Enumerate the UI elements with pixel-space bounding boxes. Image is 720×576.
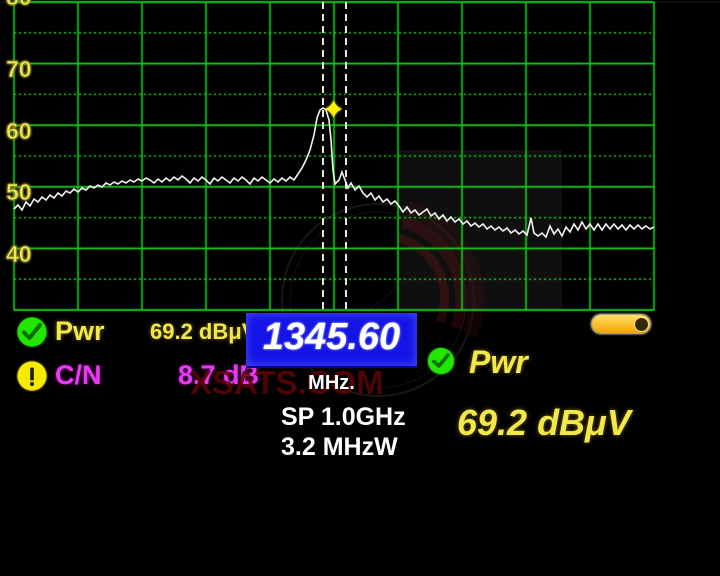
svg-text:70: 70 [6,56,32,82]
svg-text:50: 50 [6,179,32,205]
svg-text:80: 80 [6,0,32,10]
svg-text:40: 40 [6,241,32,267]
svg-text:60: 60 [6,118,32,144]
